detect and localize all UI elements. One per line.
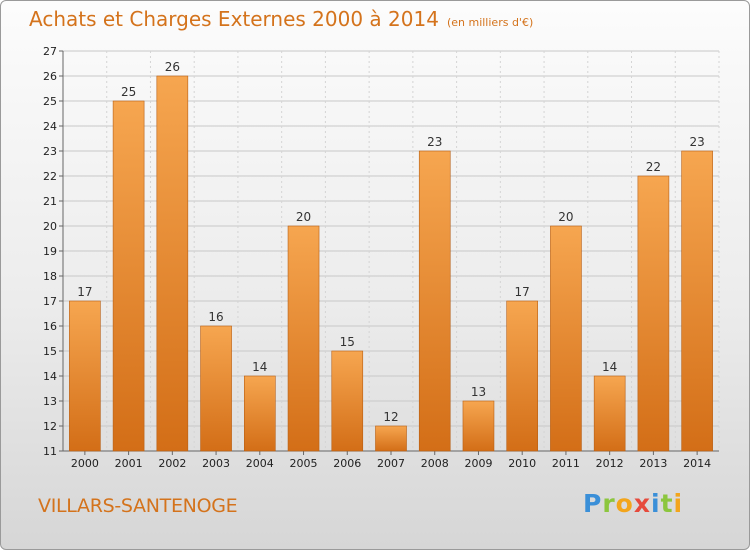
x-tick-label: 2012: [596, 457, 624, 470]
bar-value-label: 23: [689, 135, 704, 149]
y-tick-label: 27: [43, 45, 57, 58]
x-tick-label: 2002: [158, 457, 186, 470]
bar-value-label: 20: [558, 210, 573, 224]
bar-value-label: 26: [165, 60, 180, 74]
bar-value-label: 23: [427, 135, 442, 149]
y-tick-label: 26: [43, 70, 57, 83]
bar-2000: [69, 300, 101, 452]
logo-letter: r: [602, 489, 616, 518]
x-tick-label: 2003: [202, 457, 230, 470]
x-tick-label: 2010: [508, 457, 536, 470]
bar-2009: [462, 400, 495, 452]
bar-2005: [287, 225, 320, 452]
y-tick-label: 19: [43, 245, 57, 258]
chart-title: Achats et Charges Externes 2000 à 2014 (e…: [29, 7, 533, 31]
y-tick-label: 17: [43, 295, 57, 308]
bar-value-label: 15: [340, 335, 355, 349]
logo-letter: x: [633, 489, 651, 518]
logo-letter: i: [651, 489, 661, 518]
x-tick-label: 2013: [639, 457, 667, 470]
bar-value-label: 12: [383, 410, 398, 424]
x-tick-label: 2008: [421, 457, 449, 470]
bar-2014: [681, 150, 713, 452]
y-tick-label: 23: [43, 145, 57, 158]
y-tick-label: 22: [43, 170, 57, 183]
y-tick-label: 13: [43, 395, 57, 408]
bar-value-label: 17: [77, 285, 92, 299]
y-tick-label: 15: [43, 345, 57, 358]
x-tick-label: 2007: [377, 457, 405, 470]
bar-2012: [593, 375, 626, 452]
chart-title-text: Achats et Charges Externes 2000 à 2014: [29, 7, 439, 31]
bar-value-label: 13: [471, 385, 486, 399]
labels: 17 2000 25 2001 26 2002 16 2003 14 2004 20 2005 15 20…: [71, 60, 711, 470]
logo-letter: P: [583, 489, 603, 518]
bar-value-label: 16: [208, 310, 223, 324]
x-tick-label: 2001: [115, 457, 143, 470]
commune-name: VILLARS-SANTENOGE: [38, 495, 238, 517]
logo-letter: t: [660, 489, 674, 518]
bar-2007: [375, 425, 407, 452]
x-tick-label: 2004: [246, 457, 274, 470]
x-tick-label: 2000: [71, 457, 99, 470]
bar-value-label: 25: [121, 85, 136, 99]
bar-2001: [112, 100, 145, 452]
x-tick-label: 2014: [683, 457, 711, 470]
x-tick-label: 2006: [333, 457, 361, 470]
bar-2004: [244, 375, 276, 452]
proxiti-logo: Proxiti: [583, 489, 683, 518]
bar-value-label: 22: [646, 160, 661, 174]
y-tick-label: 12: [43, 420, 57, 433]
bar-2010: [506, 300, 539, 452]
y-tick-label: 25: [43, 95, 57, 108]
x-tick-label: 2011: [552, 457, 580, 470]
logo-letter: o: [615, 489, 634, 518]
logo-letter: i: [673, 489, 684, 518]
y-tick-label: 24: [43, 120, 57, 133]
chart-subtitle: (en milliers d'€): [446, 16, 534, 29]
bar-2013: [637, 175, 670, 452]
y-tick-label: 21: [43, 195, 57, 208]
bar-2002: [156, 75, 189, 452]
bars: [69, 75, 713, 452]
x-tick-label: 2005: [290, 457, 318, 470]
bar-value-label: 20: [296, 210, 311, 224]
x-tick-label: 2009: [464, 457, 492, 470]
bar-2006: [331, 350, 364, 452]
y-tick-label: 20: [43, 220, 57, 233]
y-tick-label: 11: [43, 445, 57, 458]
y-tick-label: 18: [43, 270, 57, 283]
y-tick-label: 14: [43, 370, 57, 383]
bar-2011: [550, 225, 582, 452]
y-tick-label: 16: [43, 320, 57, 333]
bar-2003: [200, 325, 232, 452]
bar-value-label: 17: [515, 285, 530, 299]
bar-2008: [418, 150, 451, 452]
bar-value-label: 14: [252, 360, 267, 374]
bar-value-label: 14: [602, 360, 617, 374]
